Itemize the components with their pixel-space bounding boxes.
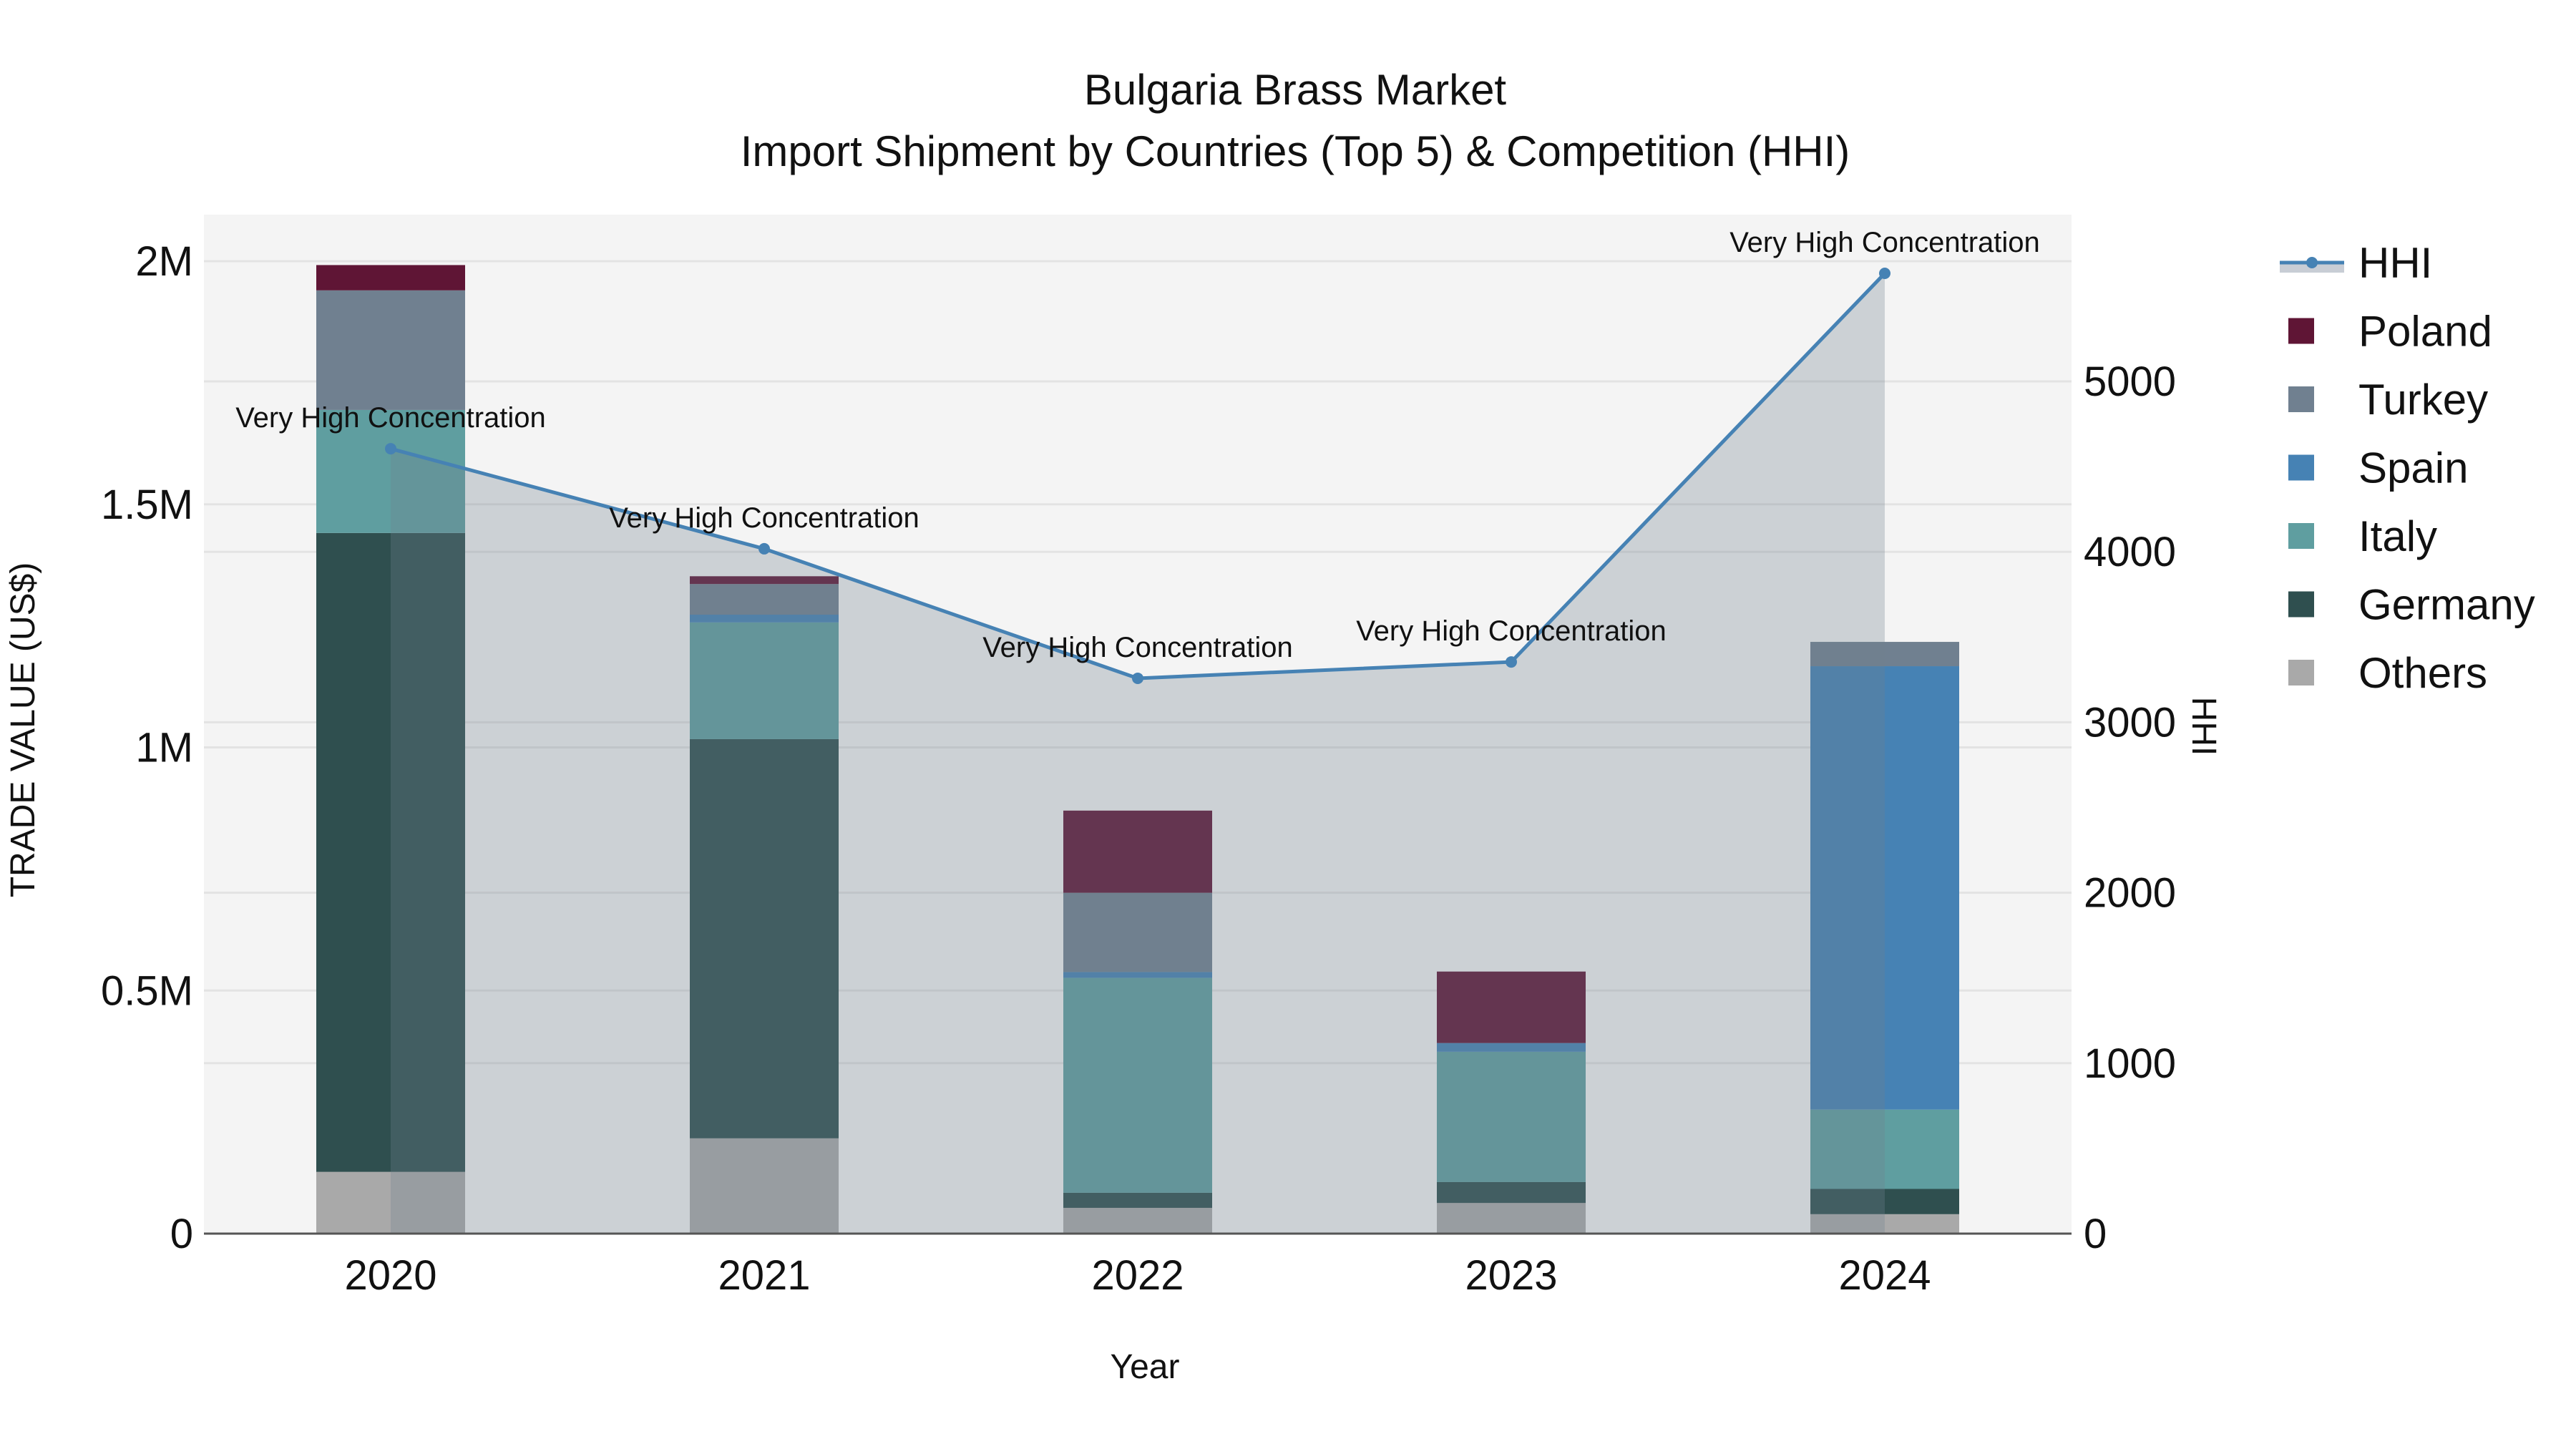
- hhi-area: [391, 273, 1885, 1234]
- bar-segment-others: [690, 1138, 839, 1234]
- y-right-tick-label: 3000: [2084, 699, 2176, 746]
- x-tick-label: 2022: [1091, 1252, 1184, 1299]
- bar-segment-italy: [690, 622, 839, 739]
- legend-label: Turkey: [2358, 376, 2488, 424]
- bar-segment-poland: [1063, 810, 1212, 893]
- hhi-annotation: Very High Concentration: [1729, 227, 2040, 258]
- legend-item-spain[interactable]: Spain: [2288, 444, 2468, 492]
- y-right-tick-label: 1000: [2084, 1040, 2176, 1087]
- bar-segment-spain: [1810, 666, 1959, 1110]
- bar-segment-spain: [1063, 972, 1212, 978]
- x-tick-label: 2021: [718, 1252, 810, 1299]
- x-axis-title: Year: [1111, 1348, 1180, 1386]
- legend-label: Spain: [2358, 444, 2468, 492]
- chart-subtitle: Import Shipment by Countries (Top 5) & C…: [741, 127, 1850, 175]
- y-right-tick-label: 4000: [2084, 529, 2176, 575]
- x-tick-label: 2023: [1465, 1252, 1557, 1299]
- legend-swatch-icon: [2288, 660, 2314, 686]
- y-right-tick-label: 5000: [2084, 358, 2176, 405]
- legend-item-others[interactable]: Others: [2288, 649, 2487, 697]
- bar-segment-italy: [1063, 977, 1212, 1193]
- y-right-tick-label: 0: [2084, 1211, 2107, 1257]
- legend-label: Others: [2358, 649, 2487, 697]
- legend-swatch-icon: [2288, 591, 2314, 618]
- y-left-tick-label: 1.5M: [101, 482, 193, 528]
- legend-item-italy[interactable]: Italy: [2288, 512, 2437, 560]
- legend-swatch-icon: [2288, 454, 2314, 481]
- hhi-series: [385, 267, 1890, 1234]
- bar-segment-germany: [1437, 1181, 1586, 1204]
- bar-segment-italy: [1437, 1051, 1586, 1182]
- legend: HHI Poland Turkey Spain Italy Germany Others: [2280, 239, 2535, 697]
- legend-swatch-icon: [2288, 318, 2314, 344]
- legend-label: Italy: [2358, 512, 2437, 560]
- bar-segment-poland: [1437, 971, 1586, 1043]
- bar-segment-turkey: [1810, 642, 1959, 667]
- legend-swatch-icon: [2288, 523, 2314, 549]
- y-right-axis-title: HHI: [2185, 697, 2223, 756]
- hhi-marker: [385, 443, 396, 455]
- bar-segment-others: [1063, 1207, 1212, 1234]
- hhi-annotations: Very High Concentration Very High Concent…: [235, 227, 2040, 663]
- bar-segment-others: [316, 1171, 465, 1234]
- legend-item-germany[interactable]: Germany: [2288, 581, 2535, 629]
- bar-segment-spain: [690, 614, 839, 623]
- bar-segment-turkey: [316, 290, 465, 410]
- bar-segment-germany: [316, 532, 465, 1172]
- legend-label: Germany: [2358, 581, 2535, 629]
- hhi-annotation: Very High Concentration: [235, 402, 546, 434]
- hhi-annotation: Very High Concentration: [609, 502, 919, 534]
- hhi-marker: [758, 542, 770, 555]
- y-right-tick-label: 2000: [2084, 870, 2176, 917]
- x-tick-label: 2024: [1838, 1252, 1931, 1299]
- bar-segment-turkey: [1063, 892, 1212, 972]
- legend-item-poland[interactable]: Poland: [2288, 308, 2492, 356]
- bar-segment-spain: [1437, 1043, 1586, 1052]
- legend-label: HHI: [2358, 239, 2432, 287]
- legend-swatch-icon: [2288, 386, 2314, 412]
- chart-title: Bulgaria Brass Market: [1084, 66, 1507, 114]
- bar-segment-germany: [1810, 1189, 1959, 1214]
- bar-segment-poland: [316, 265, 465, 291]
- bar-segment-germany: [1063, 1192, 1212, 1208]
- legend-label: Poland: [2358, 308, 2492, 356]
- legend-marker-icon: [2306, 257, 2318, 268]
- bar-segment-turkey: [690, 584, 839, 615]
- legend-item-hhi[interactable]: HHI: [2280, 239, 2432, 287]
- y-left-axis-title: TRADE VALUE (US$): [4, 562, 42, 898]
- y-left-tick-label: 0.5M: [101, 967, 193, 1014]
- legend-item-turkey[interactable]: Turkey: [2288, 376, 2488, 424]
- stacked-bars: [316, 265, 1959, 1234]
- bar-segment-germany: [690, 738, 839, 1138]
- hhi-marker: [1506, 656, 1517, 668]
- axis-ticks: 0 0.5M 1M 1.5M 2M 0 1000 2000 3000 4000 5000 2020 20…: [101, 238, 2176, 1299]
- y-left-tick-label: 2M: [135, 238, 193, 285]
- bar-segment-italy: [316, 409, 465, 533]
- bar-segment-others: [1437, 1203, 1586, 1234]
- bar-segment-italy: [1810, 1109, 1959, 1189]
- bar-segment-others: [1810, 1214, 1959, 1234]
- hhi-annotation: Very High Concentration: [982, 632, 1293, 663]
- y-left-tick-label: 1M: [135, 725, 193, 771]
- hhi-marker: [1879, 267, 1890, 279]
- hhi-marker: [1132, 672, 1143, 684]
- x-tick-label: 2020: [344, 1252, 436, 1299]
- bar-segment-poland: [690, 576, 839, 585]
- hhi-annotation: Very High Concentration: [1356, 615, 1667, 647]
- y-left-tick-label: 0: [170, 1211, 193, 1257]
